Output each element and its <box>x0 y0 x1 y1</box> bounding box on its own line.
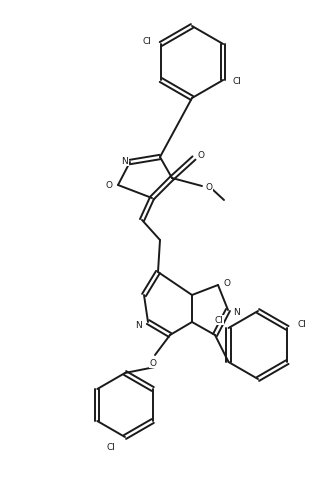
Text: Cl: Cl <box>233 77 241 87</box>
Text: Cl: Cl <box>214 315 223 325</box>
Text: N: N <box>234 308 241 316</box>
Text: O: O <box>205 183 213 191</box>
Text: Cl: Cl <box>106 442 116 451</box>
Text: O: O <box>224 278 230 288</box>
Text: Cl: Cl <box>297 319 306 329</box>
Text: O: O <box>198 151 204 159</box>
Text: O: O <box>149 359 156 367</box>
Text: Cl: Cl <box>142 37 151 47</box>
Text: O: O <box>106 180 112 190</box>
Text: N: N <box>135 320 141 330</box>
Text: N: N <box>122 156 128 166</box>
